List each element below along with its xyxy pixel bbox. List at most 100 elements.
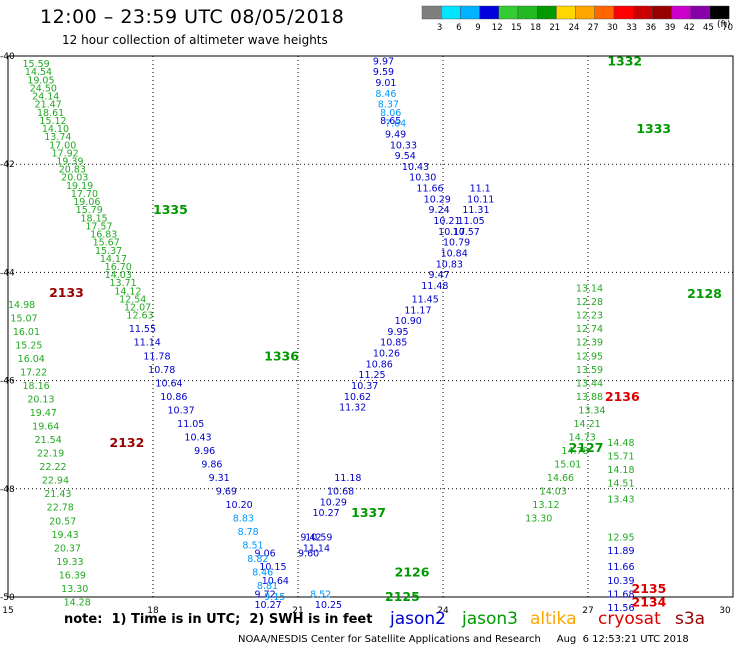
data-point-label: 11.32 [339, 403, 366, 414]
track-number-label: 1333 [636, 121, 671, 136]
data-point-label: 9.06 [255, 549, 276, 560]
data-point-label: 9.97 [373, 56, 394, 67]
data-point-label: 13.30 [525, 514, 552, 525]
data-point-label: 10.62 [344, 392, 371, 403]
data-point-label: 11.66 [416, 184, 443, 195]
data-point-label: 18.15 [81, 213, 108, 224]
data-point-label: 11.55 [129, 324, 156, 335]
x-tick-label: 27 [582, 606, 593, 616]
y-tick-label: -46 [0, 377, 15, 387]
data-point-label: 10.43 [402, 162, 429, 173]
color-scale-tick: 24 [569, 23, 580, 33]
color-scale-tick: 12 [492, 23, 503, 33]
data-point-label: 19.43 [52, 530, 79, 541]
data-point-label: 7.64 [385, 119, 406, 130]
color-scale-swatch [613, 5, 634, 20]
color-scale-tick: 18 [530, 23, 541, 33]
data-point-label: 8.83 [233, 514, 254, 525]
data-point-label: 9.60 [298, 549, 319, 560]
data-point-label: 9.69 [216, 487, 237, 498]
data-point-label: 17.22 [20, 367, 47, 378]
data-point-label: 19.64 [32, 422, 59, 433]
data-point-label: 11.45 [412, 294, 439, 305]
data-point-label: 8.46 [252, 568, 273, 579]
color-scale-tick: 27 [588, 23, 599, 33]
y-tick-label: -42 [0, 160, 15, 170]
track-number-label: 2126 [395, 565, 430, 580]
data-point-label: 14.03 [105, 270, 132, 281]
data-point-label: 14.78 [561, 446, 588, 457]
data-point-label: 17.70 [71, 189, 98, 200]
data-point-label: 19.05 [27, 75, 54, 86]
data-point-label: 19.33 [56, 557, 83, 568]
data-point-label: 14.51 [607, 478, 634, 489]
data-point-label: 10.27 [313, 508, 340, 519]
legend-jason3: jason3 [462, 609, 518, 629]
data-point-label: 21.43 [44, 489, 71, 500]
color-scale-tick: 9 [475, 23, 480, 33]
data-point-label: 11.1 [470, 184, 491, 195]
data-point-label: 8.37 [378, 100, 399, 111]
color-scale-swatch [671, 5, 691, 20]
data-point-label: 10.79 [443, 238, 470, 249]
data-point-label: 16.39 [59, 570, 86, 581]
x-tick-label: 21 [292, 606, 303, 616]
data-point-label: 20.37 [54, 543, 81, 554]
data-point-label: 13.71 [110, 278, 137, 289]
color-scale-swatch [460, 5, 480, 20]
data-point-label: 8.51 [242, 541, 263, 552]
color-scale-swatch [652, 5, 672, 20]
chart-subtitle: 12 hour collection of altimeter wave hei… [62, 33, 328, 47]
data-point-label: 12.07 [124, 303, 151, 314]
data-point-label: 10.21 [433, 216, 460, 227]
data-point-label: 14.17 [100, 254, 127, 265]
track-number-label: 1335 [153, 202, 188, 217]
color-scale-swatch [709, 5, 730, 20]
data-point-label: 10.33 [390, 140, 417, 151]
data-point-label: 13.43 [607, 495, 634, 506]
data-point-label: 10.27 [255, 600, 282, 611]
data-point-label: 9.01 [375, 78, 396, 89]
data-point-label: 11.31 [462, 205, 489, 216]
data-point-label: 10.64 [155, 378, 182, 389]
data-point-label: 10.59 [305, 532, 332, 543]
data-point-label: 17.92 [52, 148, 79, 159]
data-point-label: 14.18 [607, 465, 634, 476]
data-point-label: 10.11 [467, 194, 494, 205]
data-point-label: 14.73 [569, 432, 596, 443]
color-scale-tick: 42 [684, 23, 695, 33]
legend-s3a: s3a [675, 609, 706, 629]
data-point-label: 15.59 [23, 59, 50, 70]
data-point-label: 10.29 [424, 194, 451, 205]
data-point-label: 9.42 [300, 532, 321, 543]
color-scale-tick: 6 [456, 23, 461, 33]
data-point-label: 10.90 [395, 316, 422, 327]
x-tick-label: 15 [2, 606, 13, 616]
data-point-label: 13.30 [61, 584, 88, 595]
data-point-label: 13.34 [578, 405, 605, 416]
color-scale-swatch [537, 5, 557, 20]
track-number-label: 2136 [605, 389, 640, 404]
data-point-label: 17.00 [49, 140, 76, 151]
data-point-label: 19.19 [66, 181, 93, 192]
color-scale-swatch [575, 5, 595, 20]
data-point-label: 9.96 [194, 446, 215, 457]
data-point-label: 10.64 [262, 576, 289, 587]
data-point-label: 22.22 [39, 462, 66, 473]
data-point-label: 11.56 [607, 603, 634, 614]
data-point-label: 11.14 [303, 543, 330, 554]
data-point-label: 11.17 [404, 305, 431, 316]
legend-altika: altika [530, 609, 577, 629]
track-number-label: 1337 [351, 505, 386, 520]
data-point-label: 21.47 [35, 100, 62, 111]
y-tick-label: -44 [0, 268, 15, 278]
track-number-label: 2125 [385, 589, 420, 604]
data-point-label: 8.06 [380, 108, 401, 119]
data-point-label: 11.89 [607, 546, 634, 557]
track-number-label: 1332 [607, 53, 642, 68]
data-point-label: 10.84 [441, 248, 468, 259]
color-scale-swatch [498, 5, 519, 20]
data-point-label: 19.06 [73, 197, 100, 208]
